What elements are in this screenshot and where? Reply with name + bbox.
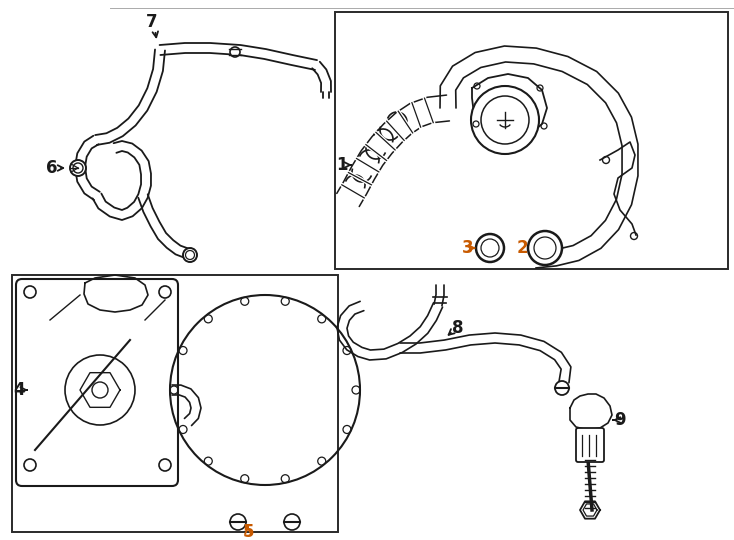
Text: 3: 3 [462, 239, 474, 257]
FancyBboxPatch shape [576, 428, 604, 462]
Circle shape [183, 248, 197, 262]
Circle shape [555, 381, 569, 395]
FancyBboxPatch shape [16, 279, 178, 486]
Circle shape [471, 86, 539, 154]
Text: 5: 5 [242, 523, 254, 540]
Bar [12, 275, 338, 532]
Text: 4: 4 [13, 381, 25, 399]
Text: 6: 6 [46, 159, 58, 177]
Circle shape [230, 47, 240, 57]
Text: 7: 7 [146, 13, 158, 31]
Text: 1: 1 [336, 156, 348, 174]
Text: 9: 9 [614, 411, 626, 429]
Circle shape [528, 231, 562, 265]
Text: 8: 8 [452, 319, 464, 337]
Circle shape [476, 234, 504, 262]
Circle shape [70, 160, 86, 176]
Bar [335, 12, 728, 269]
Text: 2: 2 [516, 239, 528, 257]
